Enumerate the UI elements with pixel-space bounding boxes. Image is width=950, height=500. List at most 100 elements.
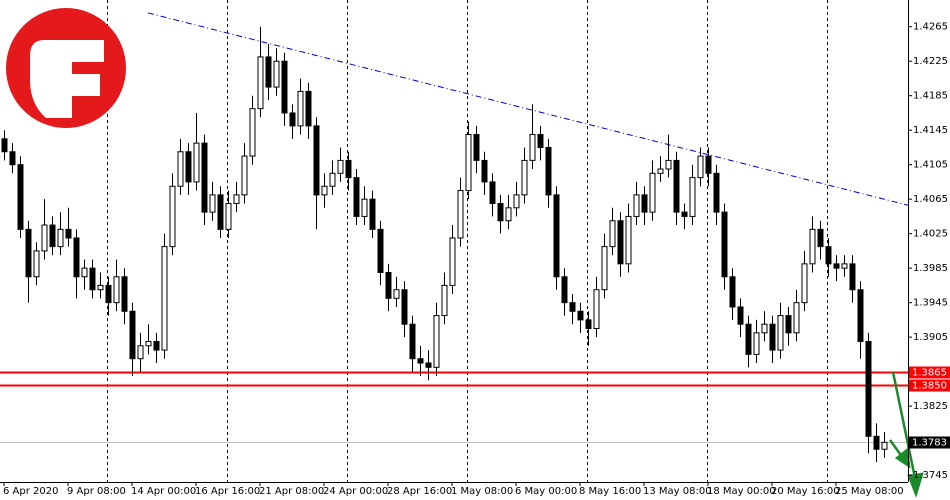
y-tick-label: 1.4185 [913,91,948,102]
candle-body [505,207,512,222]
candle-body [521,159,528,196]
candle-body [601,246,608,291]
candle-body [129,310,136,360]
candle-body [753,332,760,355]
candle-body [785,315,792,334]
candle-body [633,194,640,217]
candle-body [529,134,536,161]
y-tick-label: 1.4225 [913,56,948,67]
candle-body [137,345,144,360]
candle-body [545,146,552,196]
candle-body [153,340,160,351]
candle-body [161,246,168,351]
candle-body [225,202,232,230]
candle-body [41,224,48,252]
candle-body [145,340,152,347]
candle-body [585,319,592,330]
candle-body [329,172,336,187]
candle-body [777,315,784,351]
candle-body [481,159,488,183]
candle-body [513,194,520,209]
candle-body [833,263,840,269]
candle-body [497,202,504,222]
candle-body [33,250,40,278]
candle-body [577,310,584,321]
candle-body [169,185,176,248]
candle-body [849,263,856,291]
candle-body [673,159,680,213]
y-tick-label: 1.3905 [913,332,948,343]
y-tick-label: 1.4105 [913,160,948,171]
candle-body [817,228,824,248]
candle-body [433,315,440,368]
candle-body [273,60,280,88]
candle-body [321,185,328,196]
x-tick-label: 6 Apr 2020 [3,486,58,497]
candle-body [681,211,688,217]
candle-body [241,155,248,196]
logo [6,8,126,128]
y-tick-label: 1.4265 [913,22,948,33]
level-label-box [909,366,950,379]
candle-body [657,168,664,174]
arrows [888,371,924,498]
candle-body [337,159,344,174]
level-label: 1.3850 [912,381,947,392]
candle-body [201,142,208,213]
candle-body [249,108,256,157]
x-tick-label: 16 Apr 16:00 [195,486,260,497]
candle-body [625,215,632,265]
candle-body [689,177,696,217]
y-tick-label: 1.4025 [913,229,948,240]
candle-body [369,198,376,230]
candle-body [737,306,744,325]
candle-body [57,228,64,248]
candle-body [809,228,816,265]
candle-body [281,60,288,114]
y-tick-label: 1.3825 [913,401,948,412]
candle-body [345,159,352,179]
candle-body [705,155,712,174]
candle-body [841,263,848,269]
candle-body [537,134,544,148]
candle-body [217,194,224,230]
candle-body [801,263,808,304]
x-tick-label: 9 Apr 08:00 [67,486,126,497]
candle-body [393,289,400,299]
candle-body [289,112,296,127]
candle-body [177,151,184,187]
candle-body [105,284,112,304]
level-label: 1.3865 [912,368,947,379]
candle-body [313,125,320,196]
candle-body [257,56,264,110]
candle-body [401,289,408,325]
candle-body [865,340,872,437]
y-tick-label: 1.3945 [913,298,948,309]
candle-body [265,56,272,88]
candle-body [1,138,8,153]
candle-body [873,435,880,450]
level-label-box [909,379,950,392]
candle-body [417,358,424,364]
candle-body [465,134,472,192]
candle-body [305,90,312,127]
candle-body [729,276,736,308]
candle-body [713,172,720,213]
candle-body [97,284,104,291]
candle-body [353,177,360,217]
candle-body [377,228,384,273]
candle-body [569,302,576,312]
plot-layer [0,12,909,463]
x-tick-label: 6 May 00:00 [515,486,577,497]
x-tick-label: 24 Apr 00:00 [323,486,388,497]
candle-body [857,289,864,342]
y-tick-label: 1.3985 [913,263,948,274]
candle-body [425,362,432,368]
candle-body [209,194,216,213]
x-tick-label: 25 May 08:00 [835,486,904,497]
candle-body [65,228,72,239]
candle-body [185,151,192,183]
candle-body [641,194,648,213]
